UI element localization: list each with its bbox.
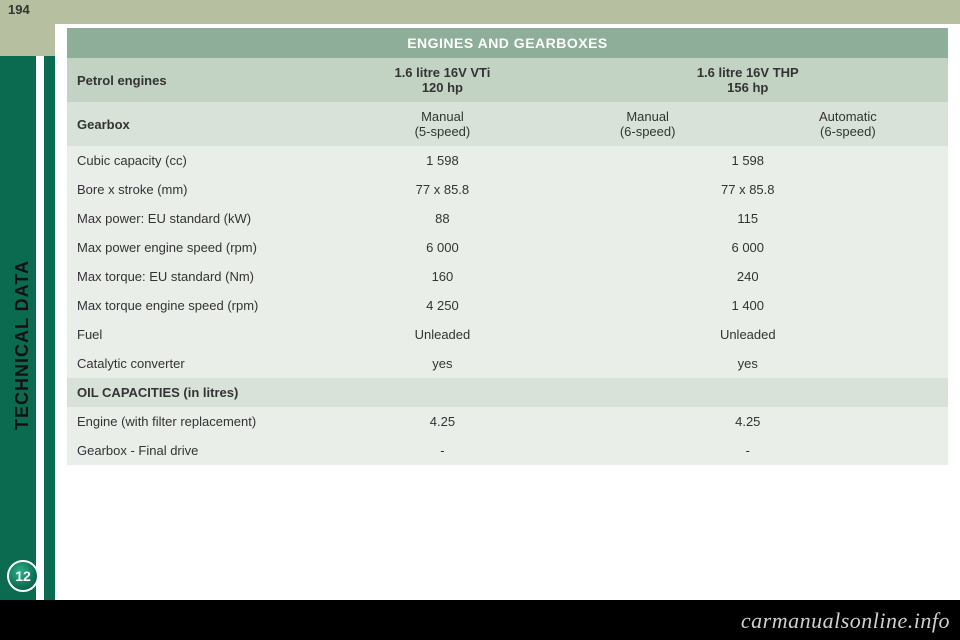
row-value: yes: [548, 349, 948, 378]
engine1-header: 1.6 litre 16V VTi 120 hp: [337, 58, 547, 102]
row-label: Fuel: [67, 320, 337, 349]
row-label: Cubic capacity (cc): [67, 146, 337, 175]
oil-header-row: OIL CAPACITIES (in litres): [67, 378, 948, 407]
page-number-bar: 194: [0, 0, 960, 24]
engine2-power: 156 hp: [558, 80, 938, 95]
row-value: -: [337, 436, 547, 465]
petrol-engines-label: Petrol engines: [67, 58, 337, 102]
row-value: 6 000: [548, 233, 948, 262]
row-label: Catalytic converter: [67, 349, 337, 378]
table-row: Cubic capacity (cc) 1 598 1 598: [67, 146, 948, 175]
row-value: 4 250: [337, 291, 547, 320]
table-title-row: ENGINES AND GEARBOXES: [67, 28, 948, 58]
row-value: yes: [337, 349, 547, 378]
engine2-name: 1.6 litre 16V THP: [558, 65, 938, 80]
gearbox1: Manual (5-speed): [337, 102, 547, 146]
empty-cell: [337, 378, 547, 407]
gearbox2: Manual (6-speed): [548, 102, 748, 146]
row-value: 1 400: [548, 291, 948, 320]
row-value: 115: [548, 204, 948, 233]
gearbox2-speed: (6-speed): [558, 124, 738, 139]
oil-header: OIL CAPACITIES (in litres): [67, 378, 337, 407]
row-value: 6 000: [337, 233, 547, 262]
engine1-name: 1.6 litre 16V VTi: [347, 65, 537, 80]
row-value: 77 x 85.8: [548, 175, 948, 204]
spec-table: ENGINES AND GEARBOXES Petrol engines 1.6…: [67, 28, 948, 465]
table-row: Max power: EU standard (kW) 88 115: [67, 204, 948, 233]
row-value: Unleaded: [548, 320, 948, 349]
empty-cell: [548, 378, 948, 407]
gearbox3: Automatic (6-speed): [748, 102, 948, 146]
table-row: Bore x stroke (mm) 77 x 85.8 77 x 85.8: [67, 175, 948, 204]
gearbox-label: Gearbox: [67, 102, 337, 146]
table-title: ENGINES AND GEARBOXES: [67, 28, 948, 58]
watermark: carmanualsonline.info: [741, 608, 950, 634]
row-value: 1 598: [548, 146, 948, 175]
chapter-number: 12: [15, 568, 31, 584]
table-row: Engine (with filter replacement) 4.25 4.…: [67, 407, 948, 436]
table-row: Max torque engine speed (rpm) 4 250 1 40…: [67, 291, 948, 320]
table-row: Fuel Unleaded Unleaded: [67, 320, 948, 349]
row-label: Bore x stroke (mm): [67, 175, 337, 204]
engine-header-row: Petrol engines 1.6 litre 16V VTi 120 hp …: [67, 58, 948, 102]
row-value: 4.25: [337, 407, 547, 436]
gearbox3-type: Automatic: [758, 109, 938, 124]
gearbox3-speed: (6-speed): [758, 124, 938, 139]
row-value: 240: [548, 262, 948, 291]
row-value: 88: [337, 204, 547, 233]
engine1-power: 120 hp: [347, 80, 537, 95]
table-row: Gearbox - Final drive - -: [67, 436, 948, 465]
row-label: Gearbox - Final drive: [67, 436, 337, 465]
row-label: Max power: EU standard (kW): [67, 204, 337, 233]
row-label: Engine (with filter replacement): [67, 407, 337, 436]
row-value: -: [548, 436, 948, 465]
table-row: Catalytic converter yes yes: [67, 349, 948, 378]
gearbox2-type: Manual: [558, 109, 738, 124]
row-value: 160: [337, 262, 547, 291]
row-value: 1 598: [337, 146, 547, 175]
gearbox1-speed: (5-speed): [347, 124, 537, 139]
table-row: Max power engine speed (rpm) 6 000 6 000: [67, 233, 948, 262]
table-row: Max torque: EU standard (Nm) 160 240: [67, 262, 948, 291]
row-label: Max torque engine speed (rpm): [67, 291, 337, 320]
engine2-header: 1.6 litre 16V THP 156 hp: [548, 58, 948, 102]
chapter-badge: 12: [7, 560, 39, 592]
gearbox1-type: Manual: [347, 109, 537, 124]
row-value: 4.25: [548, 407, 948, 436]
section-label: TECHNICAL DATA: [12, 260, 33, 430]
row-value: 77 x 85.8: [337, 175, 547, 204]
gearbox-row: Gearbox Manual (5-speed) Manual (6-speed…: [67, 102, 948, 146]
row-value: Unleaded: [337, 320, 547, 349]
page-number: 194: [8, 2, 30, 17]
row-label: Max torque: EU standard (Nm): [67, 262, 337, 291]
left-tab: [0, 24, 55, 56]
row-label: Max power engine speed (rpm): [67, 233, 337, 262]
